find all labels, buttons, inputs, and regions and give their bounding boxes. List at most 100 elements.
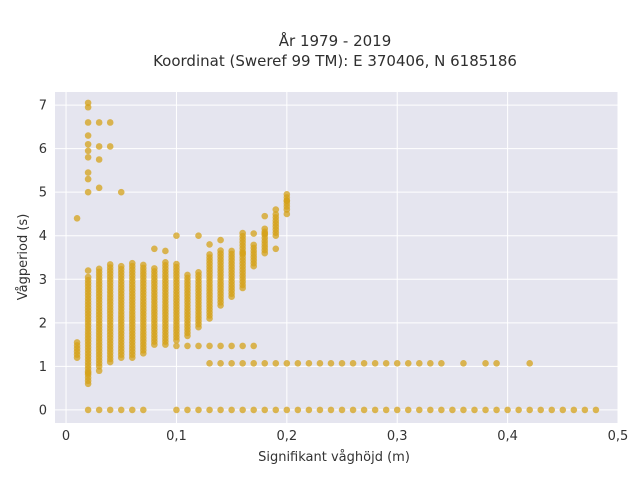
data-point (95, 156, 103, 163)
data-point (261, 225, 269, 233)
data-point (117, 406, 125, 414)
data-point (581, 406, 589, 414)
data-point (206, 251, 213, 258)
data-point (526, 360, 533, 367)
data-point (272, 406, 280, 414)
chart-title: År 1979 - 2019 (279, 31, 392, 50)
x-tick-label: 0,3 (387, 429, 408, 444)
data-point (283, 191, 291, 198)
data-points (73, 99, 600, 414)
data-point (217, 236, 224, 244)
data-point (162, 247, 169, 255)
y-axis-label: Vågperiod (s) (16, 214, 31, 301)
x-tick-label: 0,1 (166, 429, 187, 444)
data-point (84, 175, 92, 183)
x-tick-label: 0 (62, 429, 70, 444)
data-point (184, 406, 191, 414)
data-point (217, 342, 224, 350)
data-point (415, 406, 423, 414)
data-point (95, 184, 103, 192)
data-point (371, 406, 379, 414)
data-point (195, 406, 202, 414)
data-point (228, 360, 235, 367)
data-point (294, 360, 302, 367)
data-point (106, 143, 114, 150)
data-point (559, 406, 567, 414)
data-point (316, 406, 324, 414)
data-point (84, 154, 92, 161)
data-point (239, 360, 246, 367)
data-point (228, 342, 235, 350)
data-point (360, 406, 368, 414)
data-point (305, 406, 313, 414)
data-point (217, 406, 224, 414)
y-tick-label: 6 (39, 142, 47, 157)
data-point (217, 247, 224, 254)
data-point (404, 360, 412, 367)
data-point (570, 406, 578, 414)
data-point (294, 406, 302, 414)
y-tick-label: 4 (39, 229, 47, 244)
data-point (106, 261, 114, 268)
x-tick-label: 0,2 (276, 429, 297, 444)
data-point (393, 360, 401, 367)
data-point (106, 406, 114, 414)
data-point (84, 140, 92, 148)
data-point (493, 360, 500, 367)
data-point (162, 258, 169, 266)
data-point (195, 269, 202, 276)
data-point (261, 230, 269, 237)
data-point (592, 406, 600, 414)
data-point (84, 406, 92, 414)
data-point (151, 245, 158, 253)
data-point (438, 406, 445, 414)
data-point (95, 367, 103, 375)
data-point (140, 406, 147, 414)
data-point (151, 265, 158, 272)
data-point (128, 406, 136, 414)
data-point (73, 215, 81, 222)
data-point (493, 406, 500, 414)
data-point (349, 360, 357, 367)
data-point (261, 360, 269, 367)
data-point (84, 369, 92, 377)
data-point (128, 259, 136, 267)
data-point (95, 406, 103, 414)
data-point (206, 241, 213, 248)
data-point (250, 230, 258, 237)
data-point (84, 132, 92, 139)
data-point (173, 260, 180, 268)
data-point (84, 267, 92, 274)
data-point (272, 245, 280, 253)
data-point (228, 406, 235, 414)
data-point (327, 406, 335, 414)
data-point (349, 406, 357, 414)
data-point (117, 262, 125, 270)
data-point (338, 406, 346, 414)
data-point (382, 406, 390, 414)
data-point (239, 406, 246, 414)
y-tick-label: 1 (39, 360, 47, 375)
data-point (239, 249, 246, 257)
data-point (184, 342, 191, 350)
data-point (482, 406, 489, 414)
data-point (438, 360, 445, 367)
data-point (283, 360, 291, 367)
data-point (228, 247, 235, 255)
data-point (415, 360, 423, 367)
y-tick-label: 5 (39, 186, 47, 201)
data-point (283, 406, 291, 414)
data-point (504, 406, 511, 414)
data-point (427, 360, 434, 367)
data-point (173, 232, 180, 240)
data-point (95, 265, 103, 273)
x-tick-label: 0,5 (608, 429, 629, 444)
data-point (250, 342, 258, 350)
data-point (515, 406, 522, 414)
data-point (327, 360, 335, 367)
data-point (250, 241, 258, 249)
data-point (371, 360, 379, 367)
plot-area (55, 92, 618, 423)
data-point (261, 212, 269, 220)
data-point (239, 342, 246, 350)
